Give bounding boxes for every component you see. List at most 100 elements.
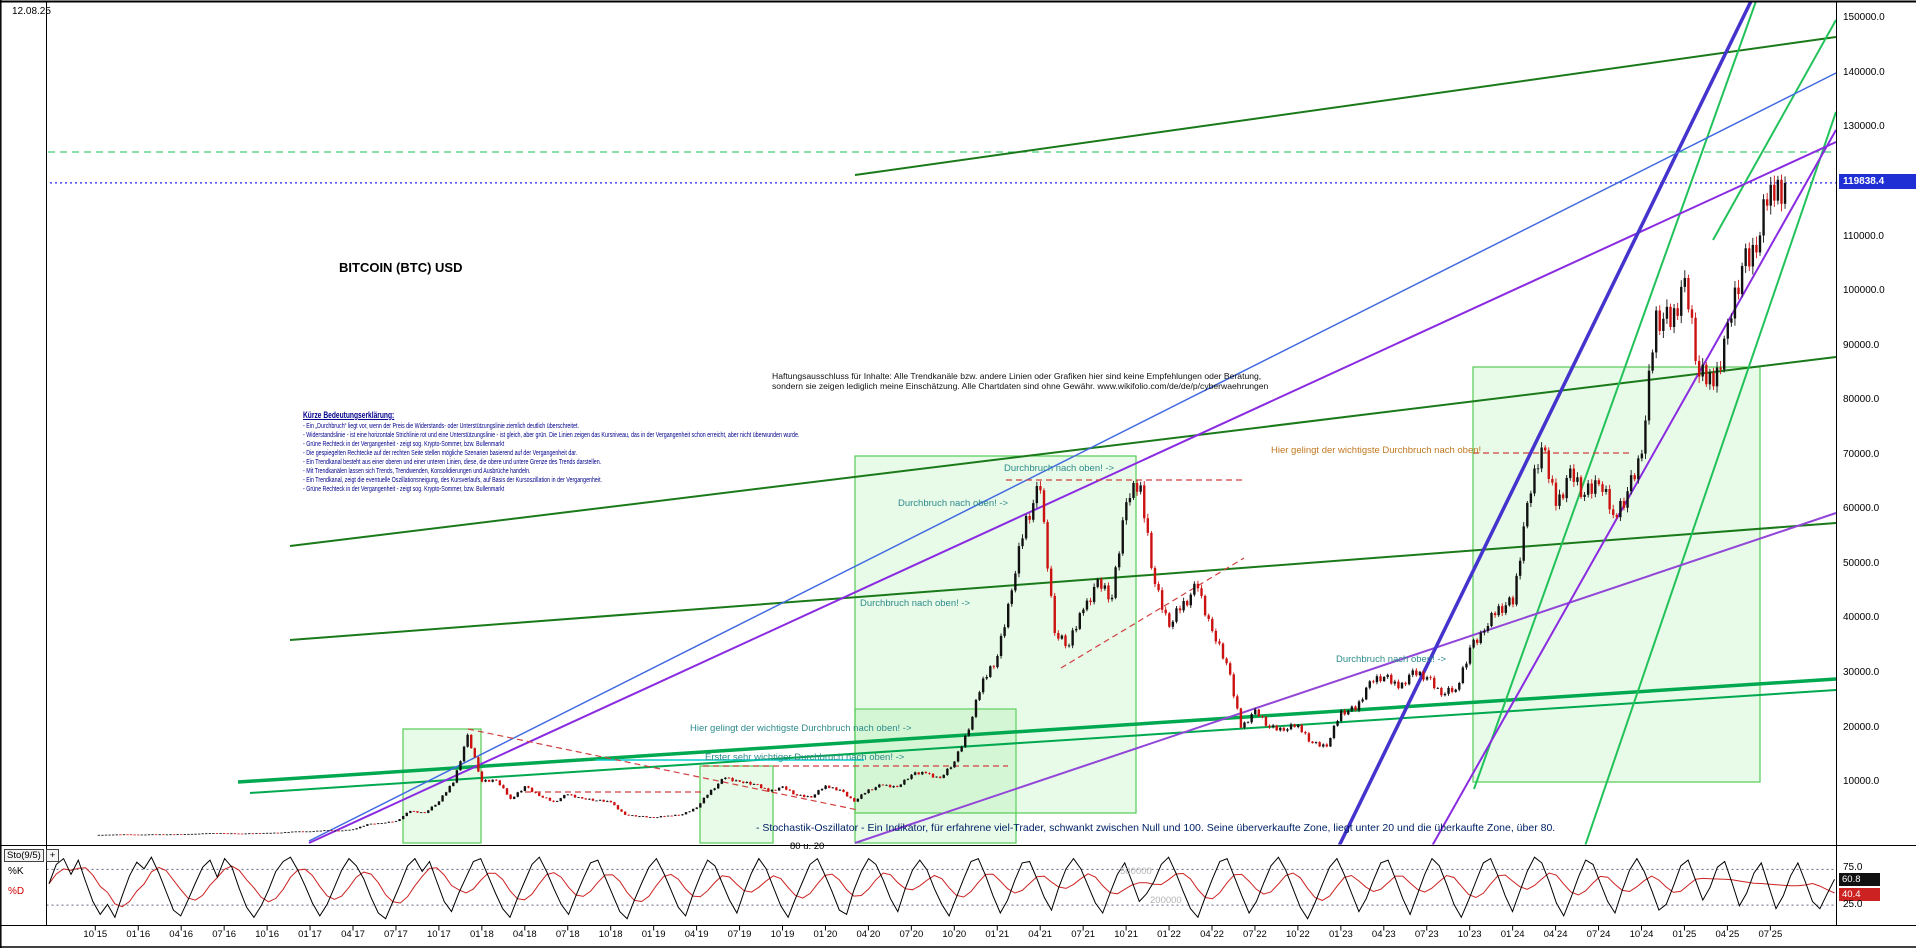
legend-block: Kürze Bedeutungserklärung: - Ein „Durchb… bbox=[303, 410, 799, 493]
disclaimer-line-1: Haftungsausschluss für Inhalte: Alle Tre… bbox=[772, 371, 1262, 381]
x-axis-label: 10 20 bbox=[942, 929, 967, 940]
x-axis-label: 01 17 bbox=[298, 929, 322, 940]
y-axis-label: 110000.0 bbox=[1843, 230, 1884, 242]
x-axis-label: 04 16 bbox=[169, 929, 194, 940]
stochastic-k-line bbox=[48, 856, 1835, 920]
legend-heading: Kürze Bedeutungserklärung: bbox=[303, 410, 395, 421]
trend-line bbox=[1712, 19, 1837, 241]
x-axis-label: 01 24 bbox=[1500, 929, 1525, 940]
legend-line: - Ein Trendkanal besteht aus einer obere… bbox=[303, 457, 602, 466]
trend-line bbox=[308, 141, 1837, 844]
x-axis-label: 01 22 bbox=[1157, 929, 1181, 940]
trend-line bbox=[289, 356, 1837, 547]
x-axis-label: 04 19 bbox=[684, 929, 709, 940]
stochastic-k-value-badge: 60.8 bbox=[1839, 873, 1880, 886]
x-axis-label: 07 24 bbox=[1586, 929, 1611, 940]
x-axis-label: 10 21 bbox=[1114, 929, 1138, 940]
x-axis-label: 04 23 bbox=[1371, 929, 1396, 940]
x-axis-label: 10 24 bbox=[1629, 929, 1654, 940]
x-axis-label: 01 19 bbox=[641, 929, 666, 940]
legend-line: - Ein Trendkanal, zeigt die eventuelle O… bbox=[303, 475, 603, 484]
disclaimer-line-2: sondern sie zeigen lediglich meine Einsc… bbox=[772, 380, 1269, 391]
indicator-expand-button[interactable]: + bbox=[45, 849, 60, 862]
x-axis-label: 10 18 bbox=[598, 929, 623, 940]
annotation-text: Hier gelingt der wichtigste Durchbruch n… bbox=[1271, 445, 1482, 456]
y-axis-label: 20000.0 bbox=[1843, 721, 1880, 733]
stochastic-zone-note: 80 u. 20 bbox=[790, 841, 825, 852]
x-axis-label: 07 19 bbox=[727, 929, 752, 940]
trend-line bbox=[1337, 2, 1753, 845]
oscillator-panel bbox=[46, 856, 1837, 920]
x-axis-label: 07 22 bbox=[1243, 929, 1267, 940]
x-axis-label: 01 25 bbox=[1672, 929, 1697, 940]
trend-line bbox=[1584, 111, 1837, 845]
trend-line bbox=[237, 677, 1837, 784]
stochastic-k-label: %K bbox=[8, 866, 24, 877]
x-axis-label: 04 24 bbox=[1543, 929, 1568, 940]
x-axis-label: 04 18 bbox=[512, 929, 537, 940]
page-title: BITCOIN (BTC) USD bbox=[339, 260, 463, 275]
annotation-text: Durchbruch nach oben! -> bbox=[1004, 463, 1115, 474]
date-label: 12.08.25 bbox=[12, 6, 51, 17]
x-axis-label: 10 15 bbox=[83, 929, 108, 940]
x-axis-label: 04 22 bbox=[1200, 929, 1224, 940]
x-axis-label: 01 21 bbox=[985, 929, 1010, 940]
x-axis-label: 10 19 bbox=[770, 929, 795, 940]
stochastic-d-value-badge: 40.4 bbox=[1839, 888, 1880, 901]
x-axis-label: 10 17 bbox=[427, 929, 451, 940]
x-axis-label: 04 25 bbox=[1715, 929, 1740, 940]
y-axis-label: 10000.0 bbox=[1843, 776, 1880, 788]
legend-line: - Die gespiegelten Rechtecke auf der rec… bbox=[303, 448, 578, 457]
x-axis-label: 07 21 bbox=[1071, 929, 1096, 940]
indicator-label: Sto(9/5) bbox=[4, 849, 44, 862]
x-axis-label: 07 23 bbox=[1414, 929, 1439, 940]
legend-line: - Ein „Durchbruch“ liegt vor, wenn der P… bbox=[303, 421, 579, 430]
x-axis-label: 10 16 bbox=[255, 929, 279, 940]
annotation-text: Erster sehr wichtiger Durchbruch nach ob… bbox=[705, 752, 905, 763]
trend-line bbox=[308, 72, 1837, 842]
stochastic-d-label: %D bbox=[8, 886, 25, 897]
stochastic-description: - Stochastik-Oszillator - Ein Indikator,… bbox=[756, 822, 1556, 834]
trend-line bbox=[1060, 557, 1245, 669]
y-axis-label: 70000.0 bbox=[1843, 448, 1880, 460]
annotation-text: Durchbruch nach oben! -> bbox=[898, 498, 1009, 509]
y-axis-label: 60000.0 bbox=[1843, 503, 1880, 515]
y-axis-label: 30000.0 bbox=[1843, 667, 1880, 679]
annotation-text: Durchbruch nach oben! -> bbox=[1336, 654, 1447, 665]
bull-market-rect bbox=[854, 455, 1137, 814]
bull-market-rect bbox=[854, 708, 1017, 844]
y-axis-label: 140000.0 bbox=[1843, 66, 1885, 78]
stochastic-d-line bbox=[48, 865, 1835, 908]
x-axis-label: 07 25 bbox=[1758, 929, 1783, 940]
main-plot-area[interactable] bbox=[0, 0, 1837, 846]
annotation-text: Durchbruch nach oben! -> bbox=[860, 598, 971, 609]
candles-layer bbox=[97, 174, 1787, 836]
x-axis-label: 07 16 bbox=[212, 929, 237, 940]
legend-line: - Widerstandslinie - ist eine horizontal… bbox=[303, 430, 800, 439]
legend-line: - Grüne Rechteck in der Vergangenheit - … bbox=[303, 439, 505, 448]
x-axis-label: 01 18 bbox=[469, 929, 494, 940]
x-axis-label: 10 22 bbox=[1286, 929, 1310, 940]
indicator-legend: Sto(9/5) + bbox=[4, 849, 60, 862]
legend-line: - Mit Trendkanälen lassen sich Trends, T… bbox=[303, 466, 531, 475]
watermark-500000: 500000 bbox=[1120, 866, 1152, 877]
bull-market-rect bbox=[402, 728, 482, 844]
y-axis-label: 40000.0 bbox=[1843, 612, 1880, 624]
disclaimer: Haftungsausschluss für Inhalte: Alle Tre… bbox=[772, 371, 1269, 391]
trend-line bbox=[854, 512, 1837, 844]
y-axis-label: 50000.0 bbox=[1843, 557, 1880, 569]
x-axis-label: 07 20 bbox=[899, 929, 924, 940]
x-axis-label: 04 20 bbox=[856, 929, 881, 940]
x-axis-label: 04 21 bbox=[1028, 929, 1053, 940]
y-axis-label: 80000.0 bbox=[1843, 394, 1880, 406]
bull-market-rect bbox=[1472, 366, 1761, 783]
oscillator-upper-level-label: 75.0 bbox=[1843, 862, 1863, 873]
y-axis-label: 90000.0 bbox=[1843, 339, 1880, 351]
legend-line: - Grüne Rechteck in der Vergangenheit - … bbox=[303, 484, 505, 493]
trend-line bbox=[467, 728, 859, 811]
x-axis-label: 04 17 bbox=[341, 929, 365, 940]
oscillator-lower-level-label: 25.0 bbox=[1843, 899, 1863, 910]
